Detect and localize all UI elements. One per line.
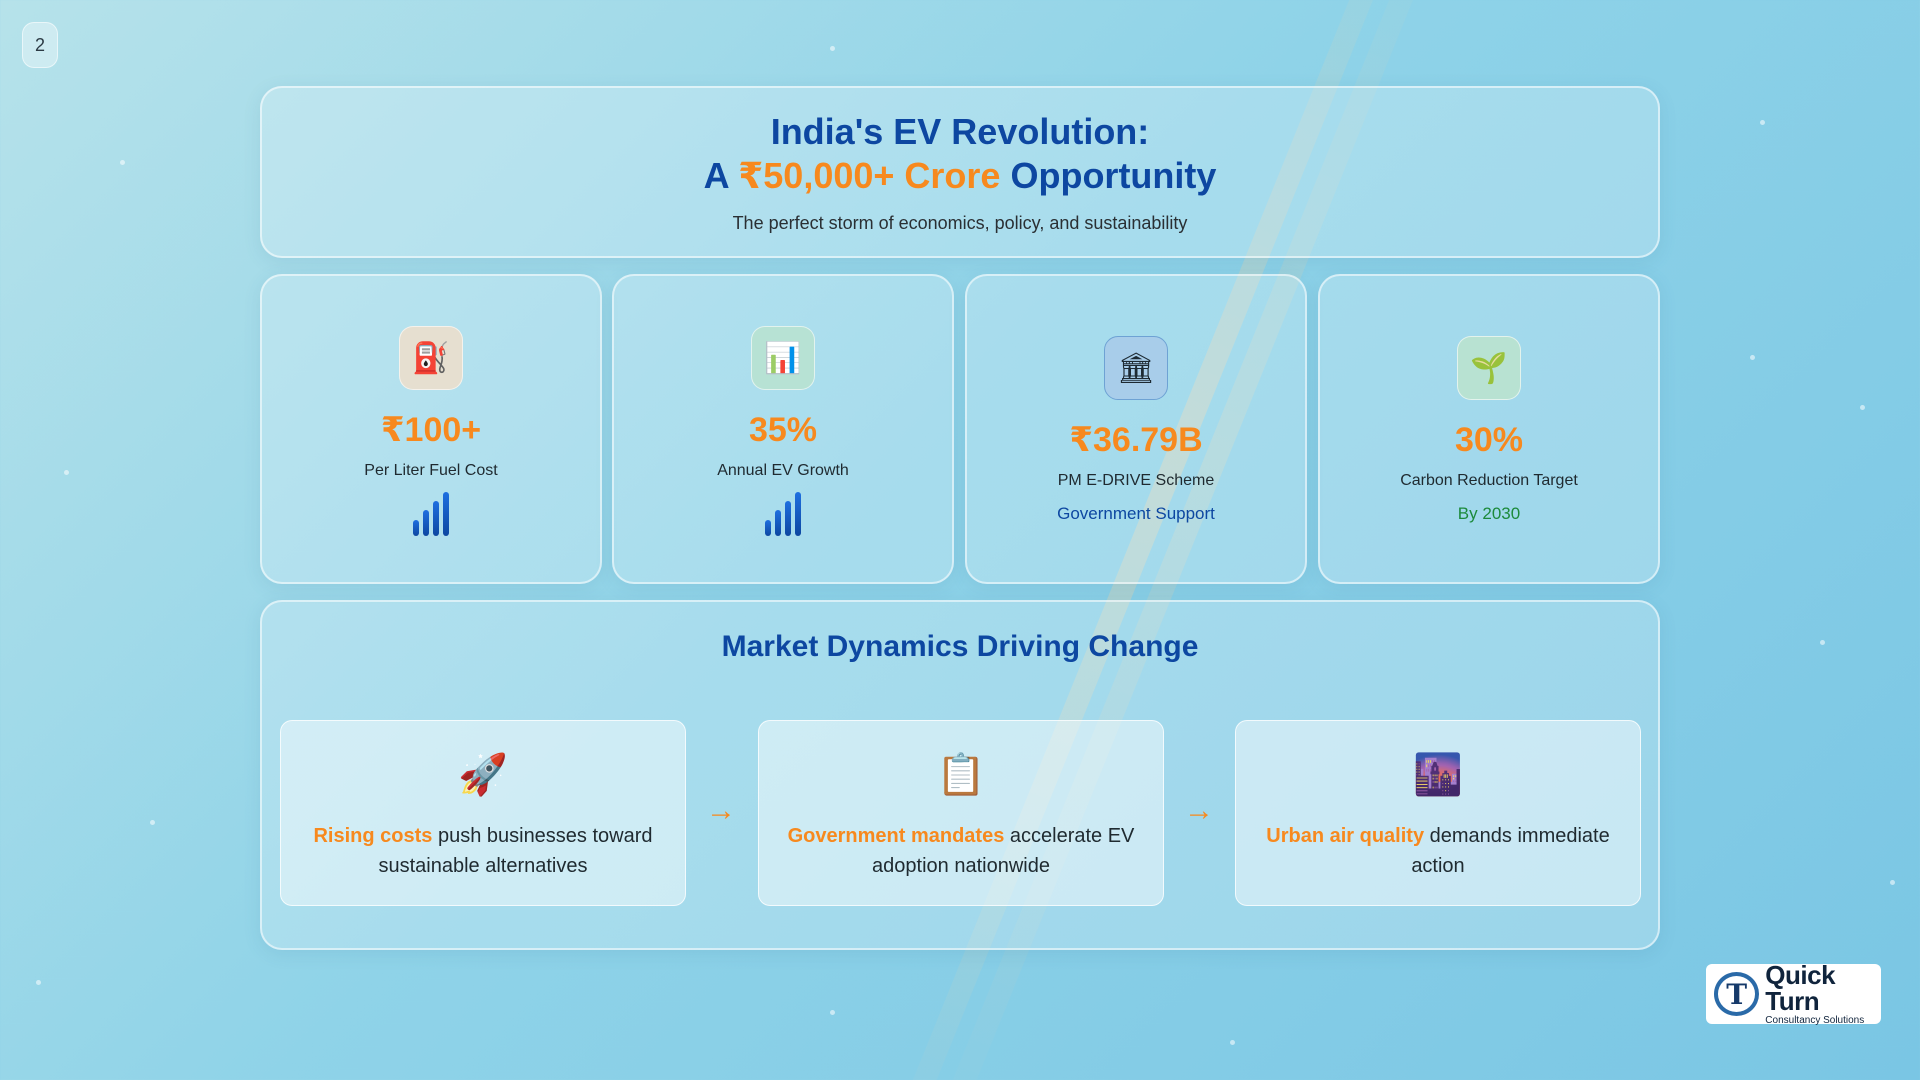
title-prefix: A (703, 155, 739, 196)
page-number: 2 (22, 22, 58, 68)
page-title: India's EV Revolution: A ₹50,000+ Crore … (262, 110, 1658, 198)
stat-label: PM E-DRIVE Scheme (1057, 472, 1215, 489)
rocket-icon: 🚀 (458, 753, 508, 797)
stat-card-ev-growth: 📊 35% Annual EV Growth (612, 274, 954, 584)
stat-card-carbon-target: 🌱 30% Carbon Reduction Target By 2030 (1318, 274, 1660, 584)
arrow-right-icon: → (1184, 794, 1214, 827)
logo-sub-text: Consultancy Solutions (1765, 1015, 1865, 1026)
card-body: push businesses toward sustainable alter… (378, 825, 653, 877)
card-body: accelerate EV adoption nationwide (872, 825, 1135, 877)
section-title: Market Dynamics Driving Change (721, 630, 1199, 663)
dynamics-card-government-mandates: 📋 Government mandates accelerate EV adop… (758, 720, 1164, 906)
market-dynamics-panel: Market Dynamics Driving Change 🚀 Rising … (260, 600, 1660, 950)
bank-building-icon: 🏛 (1104, 336, 1168, 400)
card-emphasis: Government mandates (787, 825, 1005, 847)
card-text: Rising costs push businesses toward sust… (301, 821, 665, 881)
card-emphasis: Rising costs (313, 825, 433, 847)
title-panel: India's EV Revolution: A ₹50,000+ Crore … (260, 86, 1660, 258)
stat-value: ₹36.79B (1069, 421, 1203, 459)
signal-bars-icon (262, 492, 600, 536)
arrow-right-icon: → (706, 794, 736, 827)
dynamics-card-rising-costs: 🚀 Rising costs push businesses toward su… (280, 720, 686, 906)
stat-note: By 2030 (1457, 504, 1521, 523)
city-icon: 🌆 (1413, 753, 1463, 797)
fuel-pump-icon: ⛽ (399, 326, 463, 390)
stat-note: Government Support (1057, 504, 1215, 523)
company-logo: T Quick Turn Consultancy Solutions (1706, 962, 1881, 1026)
card-text: Government mandates accelerate EV adopti… (779, 821, 1143, 881)
stat-card-fuel-cost: ⛽ ₹100+ Per Liter Fuel Cost (260, 274, 602, 584)
title-line-1: India's EV Revolution: (770, 111, 1150, 152)
logo-wordmark: Quick Turn Consultancy Solutions (1765, 962, 1881, 1026)
quick-turn-logo-icon: T (1714, 972, 1760, 1016)
stat-value: ₹100+ (380, 411, 482, 449)
seedling-icon: 🌱 (1457, 336, 1521, 400)
page-subtitle: The perfect storm of economics, policy, … (732, 213, 1188, 233)
stat-label: Per Liter Fuel Cost (364, 462, 498, 479)
bar-chart-icon: 📊 (751, 326, 815, 390)
dynamics-card-urban-air-quality: 🌆 Urban air quality demands immediate ac… (1235, 720, 1641, 906)
stat-value: 35% (748, 411, 818, 449)
card-emphasis: Urban air quality (1266, 825, 1425, 847)
clipboard-icon: 📋 (936, 753, 986, 797)
stat-value: 30% (1454, 421, 1524, 459)
signal-bars-icon (614, 492, 952, 536)
stat-card-pm-edrive: 🏛 ₹36.79B PM E-DRIVE Scheme Government S… (965, 274, 1307, 584)
title-highlight: ₹50,000+ Crore (738, 155, 1001, 196)
title-suffix: Opportunity (1000, 155, 1217, 196)
card-body: demands immediate action (1411, 825, 1610, 877)
title-line-2: A ₹50,000+ Crore Opportunity (262, 154, 1658, 198)
stat-label: Annual EV Growth (717, 462, 849, 479)
card-text: Urban air quality demands immediate acti… (1256, 821, 1620, 881)
logo-main-text: Quick Turn (1765, 960, 1836, 1016)
stat-label: Carbon Reduction Target (1400, 472, 1578, 489)
